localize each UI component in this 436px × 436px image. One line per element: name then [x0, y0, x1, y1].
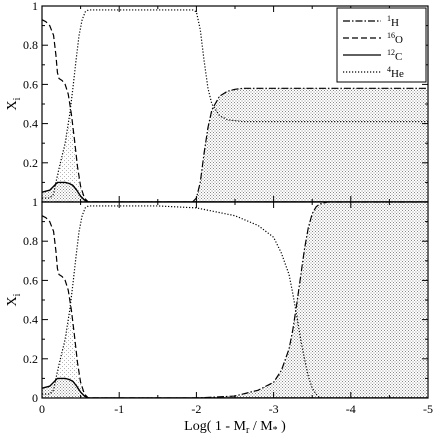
y-tick-label: 0.6 [23, 77, 38, 91]
x-tick-label: -4 [346, 402, 356, 416]
y-tick-label: 0.8 [23, 234, 38, 248]
y-tick-label: 0.4 [23, 313, 38, 327]
y-tick-label: 0.4 [23, 117, 38, 131]
x-axis-title-text: Log( 1 - Mr / M* ) [184, 419, 286, 436]
helium-core-region [53, 304, 87, 398]
x-tick-label: -2 [191, 402, 201, 416]
series-line-1H [42, 202, 428, 398]
x-tick-label: -5 [423, 402, 433, 416]
series-line-1H [42, 87, 428, 202]
series-line-12C [42, 377, 428, 398]
y-tick-label: 0 [32, 391, 38, 405]
legend: 1H 16O 12C 4He [336, 7, 427, 83]
legend-label-4He: 4He [387, 65, 404, 80]
hydrogen-region [188, 88, 428, 202]
y-axis-title: Xi [5, 293, 23, 306]
legend-label-16O: 16O [387, 31, 403, 46]
y-tick-label: 0.6 [23, 273, 38, 287]
bottom-panel: 0 0.2 0.4 0.6 0.8 1 Xi 0 -1 -2 -3 -4 -5 [5, 195, 433, 416]
shaded-regions [42, 202, 428, 398]
x-tick-label: -1 [114, 402, 124, 416]
hydrogen-region [188, 202, 428, 398]
legend-label-1H: 1H [387, 14, 399, 29]
x-tick-label: 0 [39, 402, 45, 416]
series-line-12C [42, 181, 428, 202]
helium-core-region [53, 108, 87, 202]
series-line-16O [42, 19, 428, 202]
y-tick-label: 0.2 [23, 352, 38, 366]
y-tick-label: 1 [32, 0, 38, 13]
series-line-16O [42, 215, 428, 398]
y-tick-label: 0.8 [23, 38, 38, 52]
top-panel: 0.2 0.4 0.6 0.8 1 Xi [5, 0, 429, 203]
x-tick-label: -3 [269, 402, 279, 416]
y-axis-title: Xi [5, 97, 23, 110]
y-tick-label: 0.2 [23, 156, 38, 170]
series-line-4He [42, 9, 428, 199]
y-tick-label: 1 [32, 195, 38, 209]
shaded-regions [42, 88, 428, 202]
x-axis-title: Log( 1 - Mr / M* ) [184, 419, 286, 436]
legend-box [336, 7, 427, 83]
legend-label-12C: 12C [387, 48, 402, 63]
